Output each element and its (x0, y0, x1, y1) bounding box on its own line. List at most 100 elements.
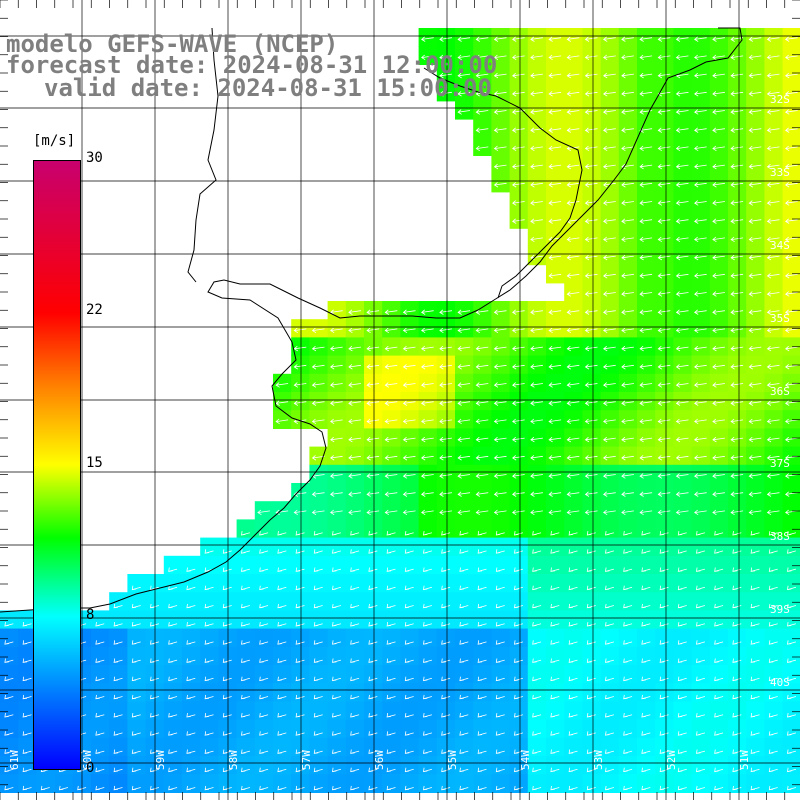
wind-arrow (748, 491, 762, 497)
wind-speed-cell (455, 574, 474, 593)
wind-arrow (222, 622, 232, 627)
wind-arrow (787, 731, 797, 736)
wind-arrow (730, 145, 744, 152)
wind-speed-cell (618, 428, 638, 448)
wind-arrow (694, 127, 707, 133)
wind-speed-cell (655, 701, 674, 721)
wind-speed-cell (345, 519, 365, 539)
wind-arrow (584, 291, 598, 297)
wind-arrow (657, 364, 671, 370)
wind-arrow (548, 218, 562, 224)
wind-speed-cell (509, 683, 529, 702)
wind-speed-cell (564, 701, 583, 721)
wind-speed-cell (691, 373, 711, 393)
wind-arrow (730, 473, 744, 479)
wind-arrow (493, 36, 507, 42)
wind-arrow (348, 382, 361, 388)
wind-arrow (785, 218, 798, 224)
wind-speed-cell (291, 355, 310, 375)
wind-arrow (623, 713, 633, 718)
wind-speed-cell (691, 337, 711, 357)
wind-speed-cell (582, 574, 602, 593)
title-model: modelo GEFS-WAVE (NCEP) (6, 30, 339, 58)
wind-speed-cell (582, 737, 602, 757)
wind-speed-cell (600, 301, 620, 320)
wind-arrow (548, 436, 562, 443)
wind-speed-cell (564, 464, 583, 484)
wind-arrow (675, 200, 689, 206)
wind-speed-cell (291, 774, 310, 793)
wind-arrow (311, 418, 325, 425)
wind-arrow (712, 91, 725, 97)
wind-speed-cell (618, 28, 638, 47)
wind-arrow (530, 109, 543, 115)
wind-arrow (475, 145, 489, 152)
wind-arrow (712, 327, 725, 334)
wind-speed-cell (455, 555, 474, 575)
wind-speed-cell (400, 355, 420, 375)
wind-arrow (441, 767, 451, 773)
wind-speed-cell (709, 410, 729, 429)
wind-arrow (548, 109, 562, 115)
wind-speed-cell (728, 337, 747, 357)
wind-arrow (785, 109, 798, 115)
wind-speed-cell (0, 701, 19, 721)
wind-speed-cell (564, 628, 583, 648)
wind-arrow (566, 109, 580, 115)
wind-speed-cell (600, 100, 620, 120)
wind-arrow (621, 54, 634, 61)
wind-speed-cell (364, 483, 383, 502)
wind-arrow (530, 491, 543, 497)
wind-arrow (730, 182, 744, 188)
wind-speed-cell (691, 464, 711, 484)
wind-speed-cell (527, 119, 547, 138)
wind-arrow (457, 491, 471, 497)
colorbar-tick-22: 22 (86, 302, 103, 318)
wind-arrow (459, 694, 469, 700)
wind-arrow (584, 218, 598, 224)
wind-arrow (186, 785, 196, 791)
wind-arrow (548, 200, 562, 206)
wind-speed-cell (364, 610, 383, 630)
wind-arrow (168, 785, 178, 791)
wind-speed-cell (364, 719, 383, 739)
wind-speed-cell (236, 701, 256, 721)
wind-arrow (639, 54, 653, 61)
wind-speed-cell (709, 264, 729, 284)
wind-arrow (530, 54, 543, 61)
wind-speed-cell (109, 719, 128, 739)
wind-speed-cell (582, 628, 602, 648)
wind-speed-cell (691, 319, 711, 338)
wind-speed-cell (600, 264, 620, 284)
wind-speed-cell (746, 537, 765, 557)
wind-arrow (350, 676, 360, 682)
wind-speed-cell (637, 355, 656, 375)
wind-speed-cell (691, 64, 711, 84)
wind-arrow (621, 36, 634, 42)
wind-speed-cell (582, 137, 602, 156)
wind-arrow (623, 749, 633, 754)
wind-speed-cell (491, 719, 511, 739)
wind-speed-cell (473, 646, 492, 666)
wind-arrow (766, 400, 780, 406)
wind-speed-cell (527, 210, 547, 229)
wind-speed-cell (345, 756, 365, 775)
wind-arrow (712, 509, 725, 516)
wind-speed-cell (637, 100, 656, 120)
wind-arrow (423, 603, 433, 609)
wind-arrow (514, 676, 524, 682)
wind-arrow (566, 309, 580, 315)
wind-speed-cell (709, 173, 729, 193)
wind-arrow (548, 254, 562, 261)
wind-arrow (514, 567, 524, 572)
wind-arrow (384, 491, 398, 497)
wind-arrow (477, 694, 487, 700)
wind-arrow (475, 109, 489, 115)
wind-speed-cell (673, 446, 693, 466)
wind-speed-cell (163, 628, 183, 648)
wind-arrow (787, 713, 797, 718)
wind-speed-cell (509, 464, 529, 484)
wind-arrow (402, 509, 416, 516)
wind-arrow (621, 473, 634, 479)
wind-arrow (350, 603, 360, 609)
